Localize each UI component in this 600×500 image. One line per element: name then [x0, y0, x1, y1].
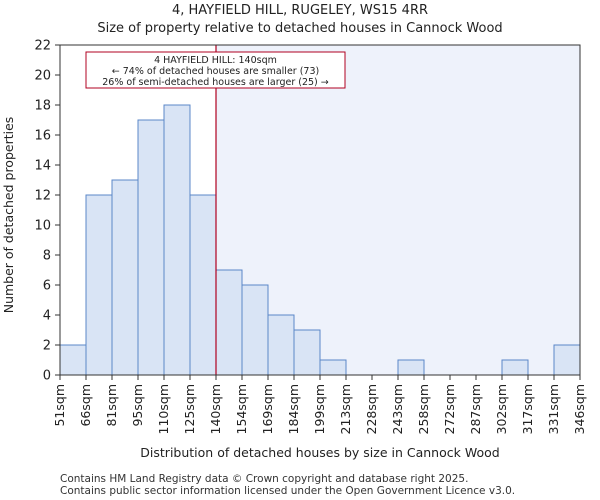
x-axis-label: Distribution of detached houses by size … [140, 445, 499, 460]
histogram-bar [553, 344, 581, 376]
histogram-chart: 0 2 4 6 8 10 12 14 16 18 20 22 51sqm 66sqm 81sqm 95sqm 1… [1, 39, 587, 461]
histogram-bar [501, 359, 529, 376]
y-axis-label: Number of detached properties [1, 117, 16, 314]
histogram-bar [267, 314, 295, 376]
x-tick-label: 66sqm [78, 384, 93, 427]
histogram-bar [215, 269, 243, 376]
histogram-bar [85, 194, 113, 376]
y-tick-label: 4 [43, 309, 51, 324]
y-tick-label: 12 [34, 189, 51, 204]
y-tick-label: 0 [43, 369, 51, 384]
annotation-line: 26% of semi-detached houses are larger (… [102, 77, 329, 88]
histogram-bar [111, 179, 139, 376]
histogram-bar [319, 359, 347, 376]
histogram-bar [397, 359, 425, 376]
histogram-bar [293, 329, 321, 376]
histogram-bar [59, 344, 87, 376]
x-tick-label: 213sqm [338, 384, 353, 434]
chart-subtitle: Size of property relative to detached ho… [97, 21, 503, 36]
x-tick-label: 346sqm [572, 384, 587, 434]
y-tick-label: 2 [43, 339, 51, 354]
x-tick-label: 287sqm [468, 384, 483, 434]
histogram-bar [189, 194, 217, 376]
annotation-line: 4 HAYFIELD HILL: 140sqm [154, 55, 277, 66]
chart-title: 4, HAYFIELD HILL, RUGELEY, WS15 4RR [171, 3, 429, 18]
footer-licence: Contains public sector information licen… [60, 485, 516, 497]
x-tick-label: 199sqm [312, 384, 327, 434]
y-tick-label: 8 [43, 249, 51, 264]
x-tick-label: 110sqm [156, 384, 171, 434]
annotation-box [85, 51, 346, 89]
y-tick-label: 16 [34, 129, 51, 144]
y-tick-label: 18 [34, 99, 51, 114]
y-tick-label: 10 [34, 219, 51, 234]
x-tick-label: 302sqm [494, 384, 509, 434]
x-tick-label: 317sqm [520, 384, 535, 434]
x-tick-label: 272sqm [442, 384, 457, 434]
y-tick-label: 22 [34, 39, 51, 54]
histogram-bar [241, 284, 269, 376]
x-tick-label: 169sqm [260, 384, 275, 434]
x-tick-label: 125sqm [182, 384, 197, 434]
x-tick-label: 243sqm [390, 384, 405, 434]
x-tick-label: 81sqm [104, 384, 119, 427]
histogram-bar [163, 104, 191, 376]
x-tick-label: 184sqm [286, 384, 301, 434]
y-tick-label: 20 [34, 69, 51, 84]
x-tick-label: 140sqm [208, 384, 223, 434]
annotation-line: ← 74% of detached houses are smaller (73… [112, 66, 319, 77]
x-tick-label: 258sqm [416, 384, 431, 434]
x-tick-label: 331sqm [546, 384, 561, 434]
x-tick-label: 51sqm [52, 384, 67, 427]
y-tick-label: 14 [34, 159, 51, 174]
x-tick-label: 154sqm [234, 384, 249, 434]
footer-copyright: Contains HM Land Registry data © Crown c… [60, 473, 469, 485]
histogram-bar [137, 119, 165, 376]
x-tick-label: 95sqm [130, 384, 145, 427]
x-tick-label: 228sqm [364, 384, 379, 434]
y-tick-label: 6 [43, 279, 51, 294]
